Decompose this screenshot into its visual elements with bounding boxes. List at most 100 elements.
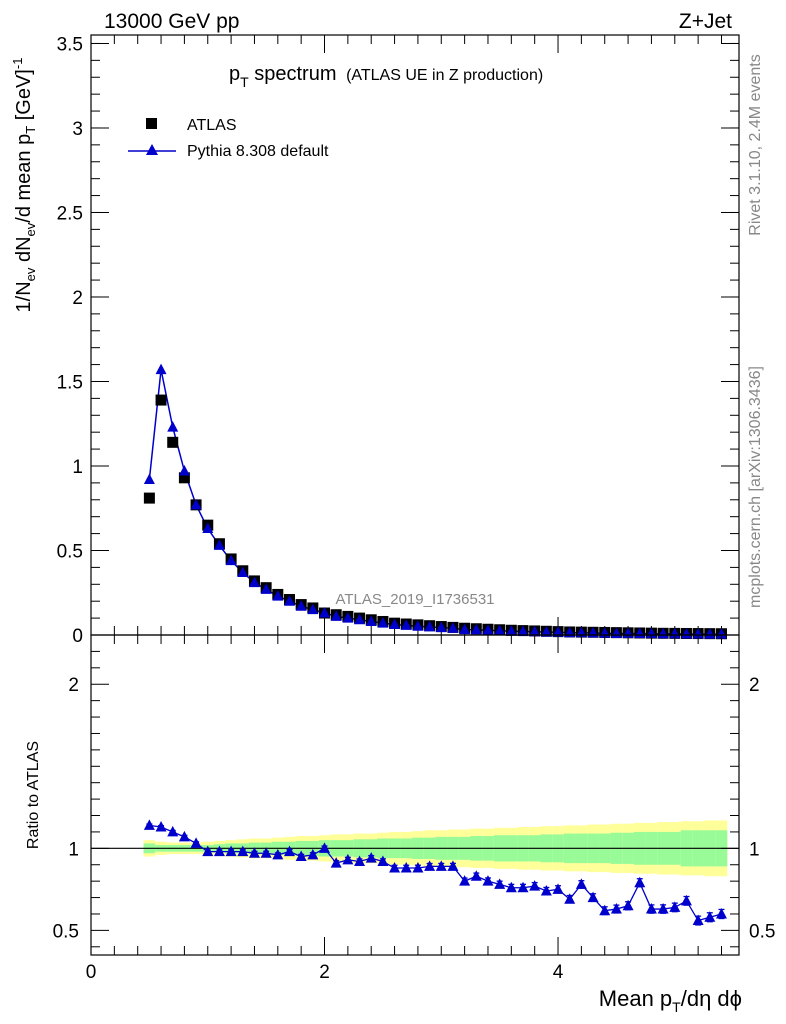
mc-ratio-point bbox=[412, 862, 424, 873]
mc-point bbox=[412, 620, 424, 631]
mc-ratio-point bbox=[715, 907, 727, 919]
mc-ratio-point bbox=[692, 914, 704, 926]
data-point bbox=[143, 492, 155, 504]
x-axis-label: Mean pT/dη dϕ bbox=[599, 986, 742, 1015]
legend-mc-label: Pythia 8.308 default bbox=[187, 143, 329, 160]
mc-ratio-point bbox=[575, 878, 587, 889]
mc-point bbox=[552, 626, 564, 637]
mc-ratio-point bbox=[354, 855, 366, 866]
mc-point bbox=[447, 622, 459, 633]
mc-ratio-point bbox=[610, 903, 622, 914]
mc-point bbox=[435, 621, 447, 633]
mc-point bbox=[459, 623, 471, 635]
mc-ratio-point bbox=[424, 860, 436, 871]
mc-point bbox=[319, 607, 331, 618]
mc-point bbox=[143, 473, 155, 485]
mc-point bbox=[505, 625, 517, 636]
mc-ratio-point bbox=[447, 860, 459, 871]
energy-label: 13000 GeV pp bbox=[104, 10, 239, 33]
mc-point bbox=[178, 465, 190, 476]
mc-ratio-point bbox=[365, 852, 377, 863]
x-tick-label: 4 bbox=[553, 962, 564, 983]
y-tick-label: 0 bbox=[72, 626, 83, 647]
mc-ratio-point bbox=[307, 848, 319, 860]
mc-ratio-point bbox=[680, 894, 692, 906]
mc-point bbox=[680, 627, 692, 639]
ratio-y-tick-label-left: 1 bbox=[68, 839, 79, 860]
data-point bbox=[178, 472, 190, 484]
mc-ratio-point bbox=[167, 825, 179, 837]
mc-ratio-point bbox=[657, 903, 669, 914]
mc-ratio-point bbox=[155, 821, 167, 832]
mc-ratio-point bbox=[587, 891, 599, 903]
mc-ratio-point bbox=[319, 842, 331, 853]
mc-ratio-point bbox=[435, 860, 447, 871]
mcplots-label: mcplots.cern.ch [arXiv:1306.3436] bbox=[747, 366, 764, 608]
y-tick-label: 2 bbox=[72, 288, 83, 309]
mc-ratio-point bbox=[400, 862, 412, 873]
plot-title: pT spectrum (ATLAS UE in Z production) bbox=[229, 63, 543, 90]
legend-mc-marker bbox=[146, 144, 158, 155]
mc-point bbox=[330, 610, 342, 621]
y-tick-label: 3 bbox=[72, 119, 83, 140]
mc-point bbox=[167, 421, 179, 432]
mc-ratio-point bbox=[178, 830, 190, 842]
mc-point bbox=[669, 627, 681, 639]
mc-ratio-point bbox=[248, 847, 260, 858]
mc-ratio-point bbox=[599, 904, 611, 916]
mc-point bbox=[237, 566, 249, 577]
mc-point bbox=[354, 613, 366, 625]
mc-ratio-point bbox=[645, 903, 657, 914]
mc-ratio-point bbox=[225, 845, 237, 857]
mc-ratio-point bbox=[470, 870, 482, 881]
mc-point bbox=[715, 628, 727, 639]
mc-point bbox=[295, 600, 307, 611]
mc-ratio-point bbox=[377, 855, 389, 866]
ratio-y-tick-label-right: 2 bbox=[749, 675, 760, 696]
mc-point bbox=[202, 522, 214, 534]
mc-ratio-point bbox=[634, 876, 646, 888]
mc-point bbox=[494, 624, 506, 636]
data-point bbox=[155, 394, 167, 406]
mc-point bbox=[272, 590, 284, 601]
mc-ratio-point bbox=[517, 881, 529, 893]
mc-ratio-point bbox=[143, 819, 155, 830]
mc-ratio-point bbox=[482, 875, 494, 886]
ratio-y-tick-label-right: 1 bbox=[749, 839, 760, 860]
process-label: Z+Jet bbox=[679, 10, 732, 33]
mc-point bbox=[529, 625, 541, 637]
ratio-y-tick-label-right: 0.5 bbox=[749, 921, 775, 942]
mc-ratio-point bbox=[540, 885, 552, 896]
ratio-panel: 0.5 0.5 1 1 2 2 0 2 4 bbox=[53, 635, 775, 983]
mc-point bbox=[213, 539, 225, 550]
mc-ratio-point bbox=[190, 837, 202, 848]
y-tick-label: 1.5 bbox=[57, 372, 83, 393]
mc-ratio-point bbox=[295, 850, 307, 862]
mc-point bbox=[342, 612, 354, 623]
legend-data-label: ATLAS bbox=[187, 117, 237, 134]
title-main: p bbox=[229, 63, 240, 85]
mc-point bbox=[400, 619, 412, 630]
ratio-y-tick-label-left: 0.5 bbox=[53, 921, 79, 942]
legend: ATLAS Pythia 8.308 default bbox=[128, 117, 329, 160]
y-tick-label: 0.5 bbox=[57, 541, 83, 562]
mc-ratio-point bbox=[669, 901, 681, 912]
mc-ratio-point bbox=[459, 875, 471, 886]
mc-ratio-point bbox=[213, 845, 225, 857]
main-panel: 0 0.5 1 1.5 2 2.5 3 3.5 bbox=[57, 34, 739, 647]
mc-ratio-point bbox=[260, 847, 272, 858]
title-rest: spectrum bbox=[249, 63, 337, 85]
mc-ratio-point bbox=[237, 845, 249, 857]
mc-point bbox=[225, 554, 237, 566]
x-tick-label: 0 bbox=[86, 962, 97, 983]
mc-point bbox=[692, 628, 704, 639]
mc-point bbox=[482, 624, 494, 635]
y-tick-label: 2.5 bbox=[57, 203, 83, 224]
mc-point bbox=[155, 363, 167, 375]
mc-ratio-point bbox=[552, 883, 564, 894]
mc-point bbox=[517, 625, 529, 636]
ratio-frame bbox=[90, 634, 740, 956]
mc-point bbox=[424, 620, 436, 632]
mc-point bbox=[470, 623, 482, 635]
mc-ratio-point bbox=[272, 848, 284, 860]
